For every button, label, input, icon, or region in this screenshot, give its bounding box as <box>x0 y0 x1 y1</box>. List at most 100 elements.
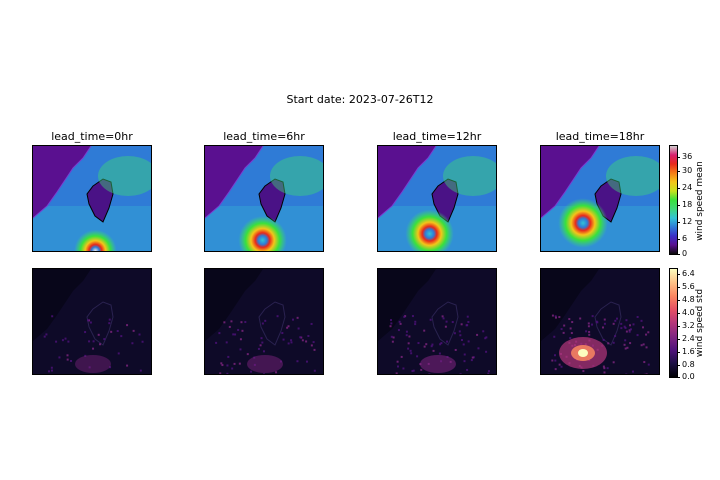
std-speckle <box>466 315 469 318</box>
std-speckle <box>287 325 290 328</box>
std-speckle <box>423 329 426 332</box>
std-speckle <box>425 343 428 346</box>
std-speckle <box>89 321 92 324</box>
std-speckle <box>48 370 51 373</box>
std-speckle <box>625 373 628 374</box>
std-speckle <box>624 339 627 342</box>
col-title-3: lead_time=18hr <box>555 130 645 143</box>
std-speckle <box>241 329 244 332</box>
std-speckle <box>451 321 454 324</box>
std-speckle <box>643 373 646 374</box>
std-speckle <box>395 372 398 374</box>
std-speckle <box>398 320 401 323</box>
std-speckle <box>409 349 412 352</box>
mean-tick-12: 12 <box>676 218 692 226</box>
storm-core <box>558 198 608 248</box>
std-speckle <box>439 343 442 346</box>
std-speckle <box>131 342 134 345</box>
std-speckle <box>310 344 313 347</box>
mean-tick-18: 18 <box>676 201 692 209</box>
std-speckle <box>625 330 628 333</box>
std-tick-6.4: 6.4 <box>677 270 695 278</box>
std-speckle <box>553 335 556 338</box>
mean-map-1 <box>205 146 323 251</box>
std-speckle <box>403 315 406 318</box>
std-speckle <box>392 336 395 339</box>
std-speckle <box>411 315 414 318</box>
std-speckle <box>66 358 69 361</box>
std-speckle <box>614 319 617 322</box>
std-speckle <box>296 316 299 319</box>
std-speckle <box>624 326 627 329</box>
std-speckle <box>108 318 111 321</box>
std-tick-0.0: 0.0 <box>677 373 695 381</box>
std-speckle <box>126 324 129 327</box>
std-taiwan-outline <box>86 301 114 346</box>
std-speckle <box>244 321 247 324</box>
std-speckle <box>554 368 557 371</box>
mean-map-0 <box>33 146 151 251</box>
std-speckle <box>240 321 243 324</box>
std-speckle <box>465 324 468 327</box>
std-speckle <box>554 316 557 319</box>
std-speckle <box>485 336 488 339</box>
coastline <box>205 146 264 219</box>
std-speckle <box>253 363 256 366</box>
std-speckle <box>562 331 565 334</box>
std-speckle <box>238 362 241 365</box>
std-speckle <box>560 365 563 368</box>
std-speckle <box>412 369 415 372</box>
mean-tick-0: 0 <box>676 250 687 258</box>
std-speckle <box>50 369 53 372</box>
std-speckle <box>476 333 479 336</box>
std-speckle <box>603 322 606 325</box>
std-speckle <box>58 356 61 359</box>
std-speckle <box>231 367 234 370</box>
std-speckle <box>620 327 623 330</box>
std-panel-1 <box>204 268 324 375</box>
std-speckle <box>402 367 405 370</box>
std-speckle <box>219 372 222 374</box>
std-speckle <box>487 370 490 373</box>
std-speckle <box>560 328 563 331</box>
std-speckle <box>458 330 461 333</box>
std-speckle <box>554 315 557 318</box>
std-speckle <box>301 339 304 342</box>
std-speckle <box>463 353 466 356</box>
std-speckle <box>45 333 48 336</box>
std-speckle <box>459 373 462 374</box>
std-speckle <box>596 321 599 324</box>
std-speckle <box>232 333 235 336</box>
mean-colorbar-label: wind speed mean <box>695 161 705 241</box>
std-speckle <box>603 318 606 321</box>
wind-band <box>270 156 323 196</box>
std-speckle <box>470 359 473 362</box>
std-speckle <box>223 321 226 324</box>
std-speckle <box>591 323 594 326</box>
std-speckle <box>612 361 615 364</box>
std-mainland <box>541 269 599 341</box>
std-speckle <box>66 354 69 357</box>
std-speckle <box>585 330 588 333</box>
std-speckle <box>228 325 231 328</box>
std-speckle <box>84 354 87 357</box>
std-speckle <box>441 315 444 318</box>
std-speckle <box>97 333 100 336</box>
std-speckle <box>568 318 571 321</box>
std-speckle <box>482 330 485 333</box>
std-speckle <box>405 334 408 337</box>
std-speckle <box>313 348 316 351</box>
std-storm-peak <box>578 349 588 357</box>
std-speckle <box>287 342 290 345</box>
storm-core <box>74 229 117 251</box>
std-speckle <box>420 368 423 371</box>
std-speckle <box>226 364 229 367</box>
col-title-1: lead_time=6hr <box>223 130 305 143</box>
std-speckle <box>472 356 475 359</box>
std-speckle <box>636 315 639 318</box>
std-speckle <box>396 365 399 368</box>
std-speckle <box>626 346 629 349</box>
std-panel-2 <box>377 268 497 375</box>
std-speckle <box>237 328 240 331</box>
storm-core <box>405 209 454 251</box>
